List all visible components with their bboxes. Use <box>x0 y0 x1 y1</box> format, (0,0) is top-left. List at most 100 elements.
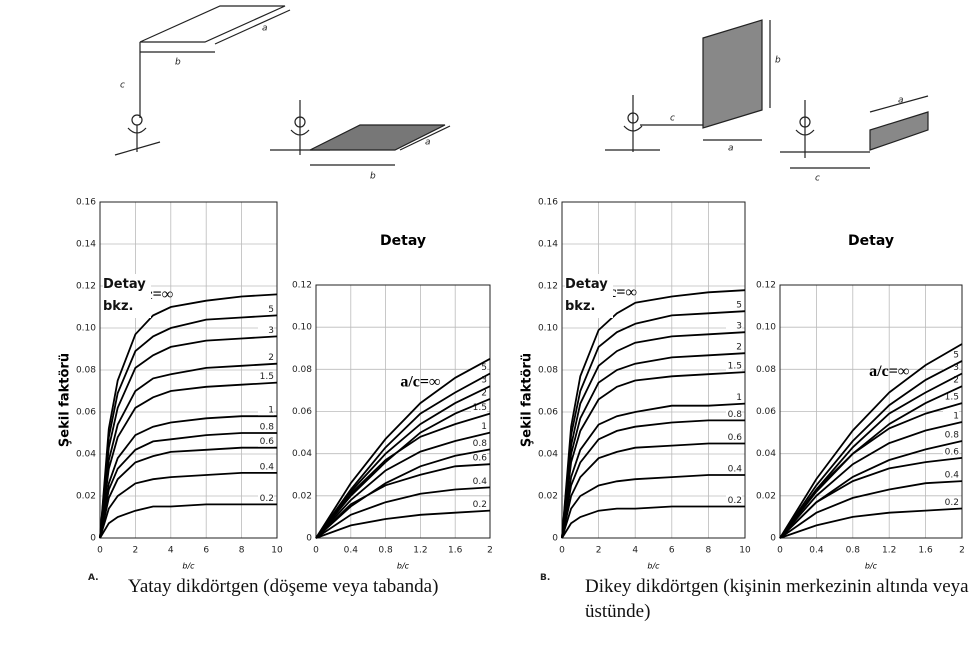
sketch-label: c <box>815 174 820 184</box>
x-tick-label: 2 <box>596 546 602 556</box>
x-tick-label: 1.2 <box>413 546 427 556</box>
series-label: 1 <box>736 393 742 403</box>
series-label: 0.2 <box>945 498 959 508</box>
sketch-label: c <box>670 114 675 124</box>
y-tick-label: 0.08 <box>538 366 558 376</box>
x-tick-label: 10 <box>739 546 751 556</box>
y-tick-label: 0.10 <box>756 323 776 333</box>
series-label: 2 <box>268 353 274 363</box>
series-label: 1.5 <box>728 362 742 372</box>
x-axis-label: b/c <box>397 562 410 571</box>
x-tick-label: 8 <box>239 546 245 556</box>
series-label: 0.8 <box>260 423 275 433</box>
plane-shaded <box>703 20 762 128</box>
person-icon <box>780 100 870 158</box>
y-tick-label: 0 <box>306 534 312 544</box>
x-tick-label: 8 <box>706 546 712 556</box>
series-label: 0.4 <box>260 462 275 472</box>
y-tick-label: 0.12 <box>538 282 558 292</box>
curve <box>316 449 490 538</box>
series-label: 3 <box>268 326 274 336</box>
x-tick-label: 2 <box>959 546 965 556</box>
y-tick-label: 0.04 <box>76 450 96 460</box>
sketch-label: a <box>728 144 734 154</box>
y-tick-label: 0.04 <box>538 450 558 460</box>
x-tick-label: 1.6 <box>918 546 933 556</box>
curve <box>780 509 962 539</box>
curve <box>100 433 277 538</box>
x-tick-label: 1.6 <box>448 546 463 556</box>
caption: Dikey dikdörtgen (kişinin merkezinin alt… <box>585 574 977 624</box>
x-tick-label: 0 <box>97 546 103 556</box>
person-icon <box>605 95 703 152</box>
caption: Yatay dikdörtgen (döşeme veya tabanda) <box>128 574 458 599</box>
y-tick-label: 0.12 <box>756 281 776 291</box>
curve <box>100 504 277 538</box>
y-tick-label: 0.10 <box>538 324 558 334</box>
curve <box>100 448 277 538</box>
x-tick-label: 0.8 <box>378 546 393 556</box>
annotation: Detay bkz. <box>565 274 613 318</box>
x-axis-label: b/c <box>865 562 878 571</box>
x-tick-label: 2 <box>487 546 493 556</box>
y-tick-label: 0.14 <box>76 240 96 250</box>
x-tick-label: 4 <box>168 546 174 556</box>
person-icon <box>132 115 142 125</box>
series-label: 5 <box>481 363 487 373</box>
series-label: 0.2 <box>473 500 487 510</box>
y-tick-label: 0.02 <box>292 491 312 501</box>
series-label: 5 <box>736 301 742 311</box>
sketch-label: a <box>898 96 904 106</box>
series-label: 5 <box>268 305 274 315</box>
sketch-label: b <box>775 56 781 66</box>
y-tick-label: 0.06 <box>756 407 776 417</box>
series-label: a/c=∞ <box>869 363 909 380</box>
curve <box>780 441 962 538</box>
y-tick-label: 0.12 <box>76 282 96 292</box>
sketch-label: a <box>262 24 268 34</box>
x-tick-label: 0 <box>559 546 565 556</box>
series-label: 1 <box>268 406 274 416</box>
y-axis-label: Şekil faktörü <box>520 353 535 447</box>
y-tick-label: 0 <box>90 534 96 544</box>
x-tick-label: 10 <box>271 546 283 556</box>
y-tick-label: 0.08 <box>756 365 776 375</box>
series-label: 0.8 <box>945 431 960 441</box>
x-axis-label: b/c <box>182 562 195 571</box>
x-tick-label: 0.4 <box>344 546 359 556</box>
sketch-label: a <box>425 138 431 148</box>
y-tick-label: 0.10 <box>76 324 96 334</box>
plane-shaded <box>870 112 928 150</box>
series-label: 0.4 <box>728 465 743 475</box>
y-tick-label: 0.16 <box>76 198 96 208</box>
series-label: 0.2 <box>728 496 742 506</box>
sketch-label: c <box>120 81 125 91</box>
x-tick-label: 0.4 <box>809 546 824 556</box>
series-label: 2 <box>736 343 742 353</box>
annotation: Detay bkz. <box>103 274 151 318</box>
person-icon <box>115 125 160 155</box>
x-tick-label: 4 <box>632 546 638 556</box>
panel-label: B. <box>540 573 550 583</box>
x-tick-label: 0 <box>313 546 319 556</box>
y-tick-label: 0.04 <box>292 449 312 459</box>
y-tick-label: 0.08 <box>76 366 96 376</box>
y-tick-label: 0.16 <box>538 198 558 208</box>
series-label: 0.6 <box>260 437 275 447</box>
y-tick-label: 0.08 <box>292 365 312 375</box>
y-tick-label: 0.06 <box>76 408 96 418</box>
y-tick-label: 0 <box>770 534 776 544</box>
x-tick-label: 2 <box>133 546 139 556</box>
curve <box>562 507 745 539</box>
y-tick-label: 0.12 <box>292 281 312 291</box>
series-label: 0.6 <box>473 454 488 464</box>
series-label: 0.6 <box>945 447 960 457</box>
sketch-label: b <box>370 172 376 182</box>
series-label: 1.5 <box>260 372 274 382</box>
y-tick-label: 0.06 <box>538 408 558 418</box>
series-label: 0.8 <box>728 410 743 420</box>
figure: a b c a b b c a a c 00.020.040.060.080.1… <box>0 0 977 666</box>
y-tick-label: 0.04 <box>756 449 776 459</box>
y-axis-label: Şekil faktörü <box>58 353 73 447</box>
dimension-line <box>215 10 290 44</box>
